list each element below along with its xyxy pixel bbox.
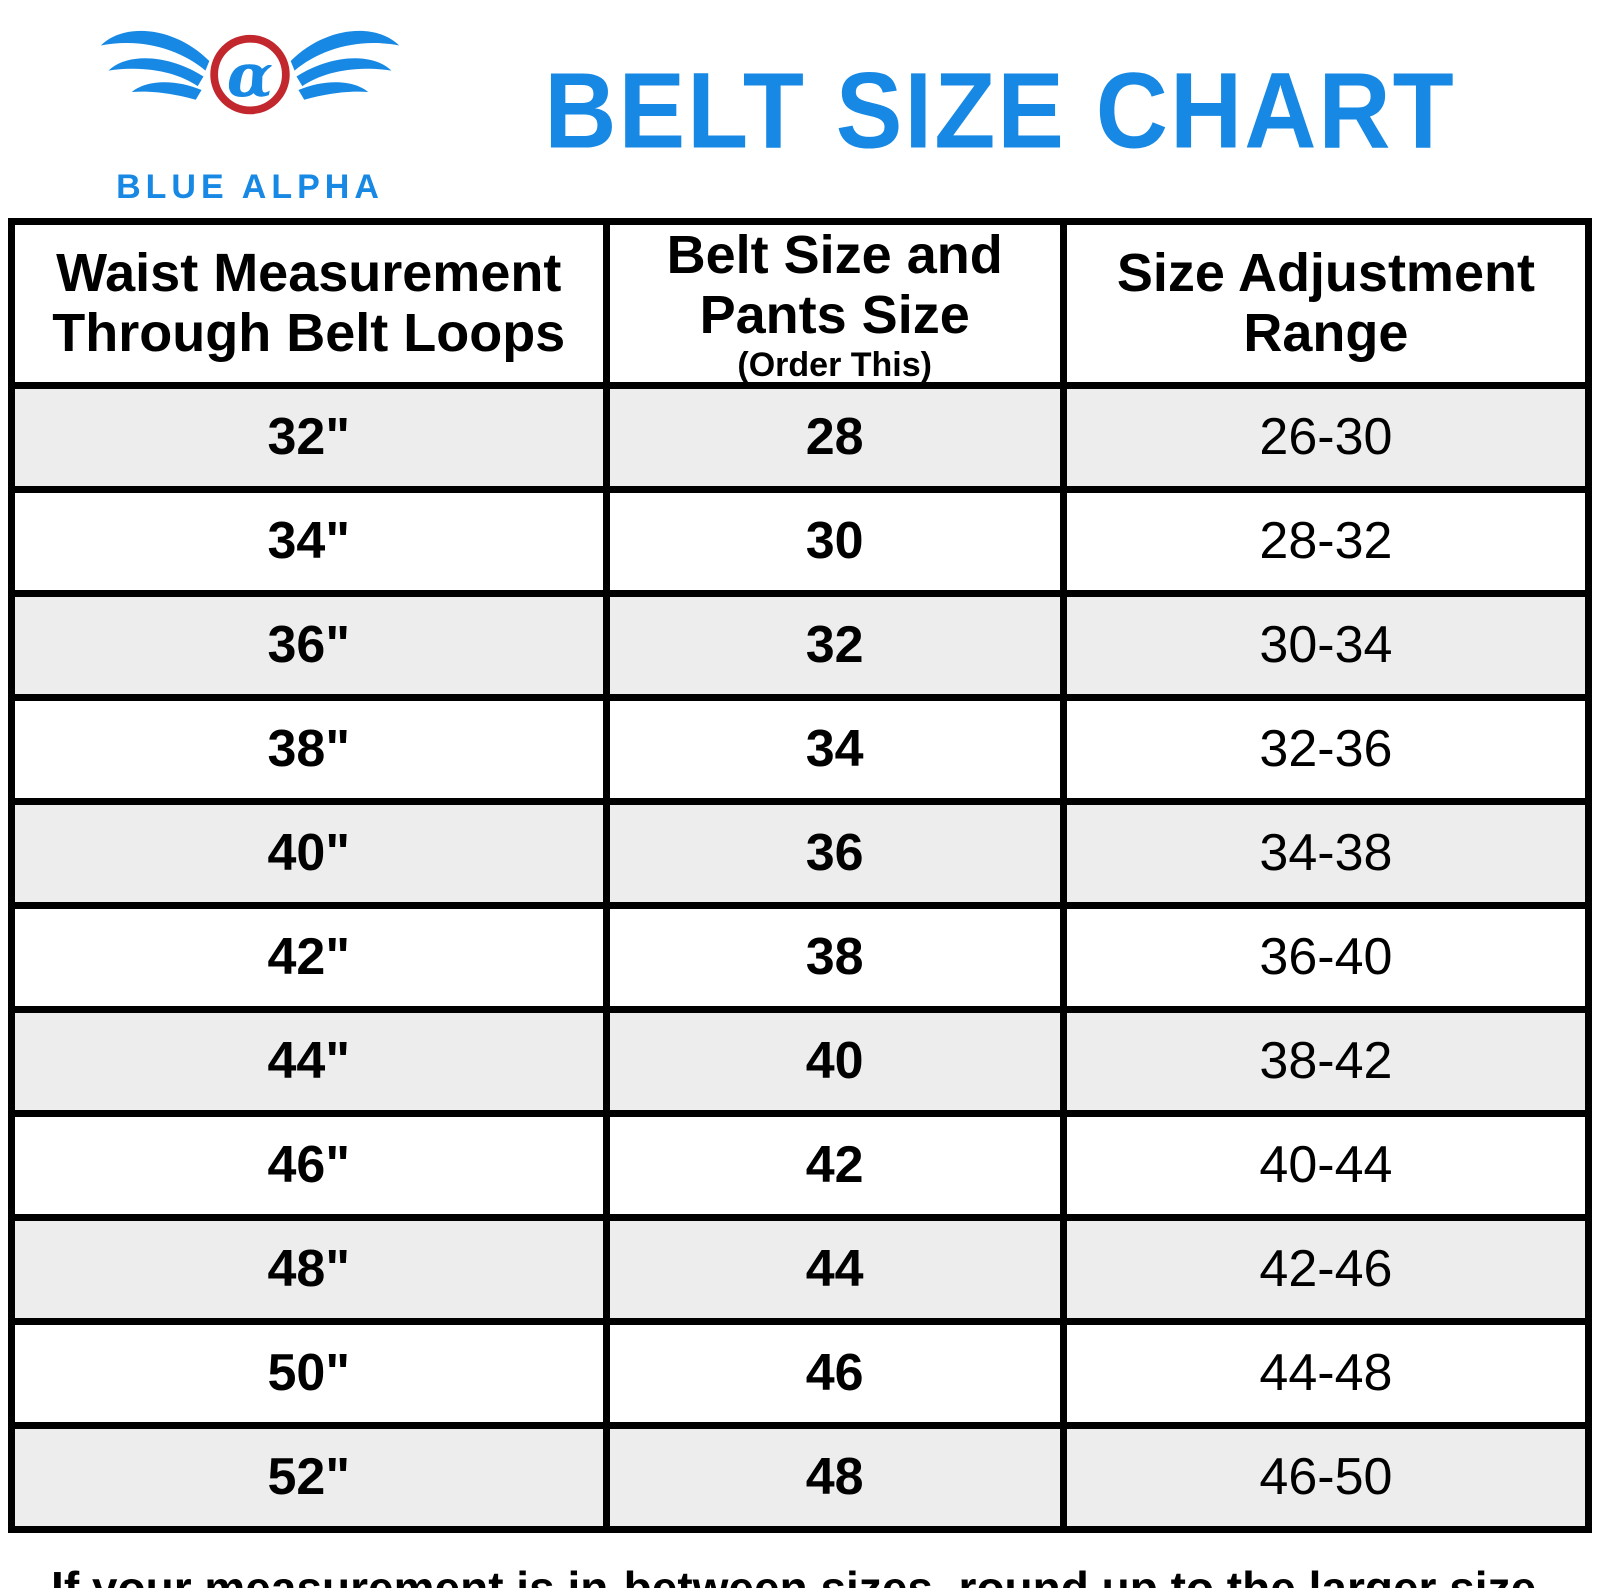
waist-cell: 50" [8, 1317, 610, 1429]
belt-size-cell: 32 [602, 589, 1067, 701]
waist-cell: 36" [8, 589, 610, 701]
col-header-waist-line2: Through Belt Loops [52, 303, 566, 364]
adjustment-range-cell: 38-42 [1059, 1005, 1593, 1117]
belt-size-cell: 44 [602, 1213, 1067, 1325]
waist-cell: 32" [8, 381, 610, 493]
blue-alpha-logo-icon: α [100, 30, 400, 114]
belt-size-cell: 28 [602, 381, 1067, 493]
waist-cell: 46" [8, 1109, 610, 1221]
brand-logo: α BLUE ALPHA [70, 16, 430, 207]
waist-cell: 48" [8, 1213, 610, 1325]
belt-size-table: Waist Measurement Through Belt Loops Bel… [8, 218, 1593, 1533]
belt-size-cell: 38 [602, 901, 1067, 1013]
footer-note: If your measurement is in-between sizes,… [51, 1561, 1549, 1588]
table-row: 42" 38 36-40 [8, 901, 1593, 1013]
adjustment-range-cell: 28-32 [1059, 485, 1593, 597]
belt-size-cell: 48 [602, 1421, 1067, 1533]
table-row: 50" 46 44-48 [8, 1317, 1593, 1429]
table-row: 46" 42 40-44 [8, 1109, 1593, 1221]
alpha-symbol: α [227, 40, 273, 110]
table-row: 32" 28 26-30 [8, 381, 1593, 493]
adjustment-range-cell: 36-40 [1059, 901, 1593, 1013]
waist-cell: 44" [8, 1005, 610, 1117]
waist-cell: 38" [8, 693, 610, 805]
col-header-range: Size Adjustment Range [1059, 218, 1593, 389]
adjustment-range-cell: 32-36 [1059, 693, 1593, 805]
table-row: 44" 40 38-42 [8, 1005, 1593, 1117]
page-title: BELT SIZE CHART [544, 49, 1456, 171]
waist-cell: 40" [8, 797, 610, 909]
table-row: 34" 30 28-32 [8, 485, 1593, 597]
table-row: 48" 44 42-46 [8, 1213, 1593, 1325]
col-header-range-line2: Range [1243, 303, 1409, 364]
adjustment-range-cell: 42-46 [1059, 1213, 1593, 1325]
adjustment-range-cell: 44-48 [1059, 1317, 1593, 1429]
table-row: 52" 48 46-50 [8, 1421, 1593, 1533]
header-row: Waist Measurement Through Belt Loops Bel… [8, 218, 1593, 389]
waist-cell: 34" [8, 485, 610, 597]
table-row: 38" 34 32-36 [8, 693, 1593, 805]
brand-name: BLUE ALPHA [116, 167, 384, 206]
adjustment-range-cell: 40-44 [1059, 1109, 1593, 1221]
col-header-waist-line1: Waist Measurement [56, 243, 562, 303]
table-row: 36" 32 30-34 [8, 589, 1593, 701]
col-header-belt: Belt Size and Pants Size (Order This) [602, 218, 1067, 389]
col-header-range-line1: Size Adjustment [1116, 243, 1535, 303]
col-header-belt-note: (Order This) [737, 345, 932, 384]
belt-size-cell: 30 [602, 485, 1067, 597]
adjustment-range-cell: 26-30 [1059, 381, 1593, 493]
waist-cell: 52" [8, 1421, 610, 1533]
adjustment-range-cell: 46-50 [1059, 1421, 1593, 1533]
header: α BLUE ALPHA BELT SIZE CHART [0, 0, 1600, 210]
col-header-waist: Waist Measurement Through Belt Loops [8, 218, 610, 389]
belt-size-cell: 46 [602, 1317, 1067, 1429]
adjustment-range-cell: 34-38 [1059, 797, 1593, 909]
adjustment-range-cell: 30-34 [1059, 589, 1593, 701]
belt-size-cell: 42 [602, 1109, 1067, 1221]
waist-cell: 42" [8, 901, 610, 1013]
belt-size-cell: 36 [602, 797, 1067, 909]
col-header-belt-line1: Belt Size and [666, 225, 1003, 285]
belt-size-cell: 40 [602, 1005, 1067, 1117]
col-header-belt-line2: Pants Size [699, 285, 970, 346]
table-row: 40" 36 34-38 [8, 797, 1593, 909]
belt-size-cell: 34 [602, 693, 1067, 805]
